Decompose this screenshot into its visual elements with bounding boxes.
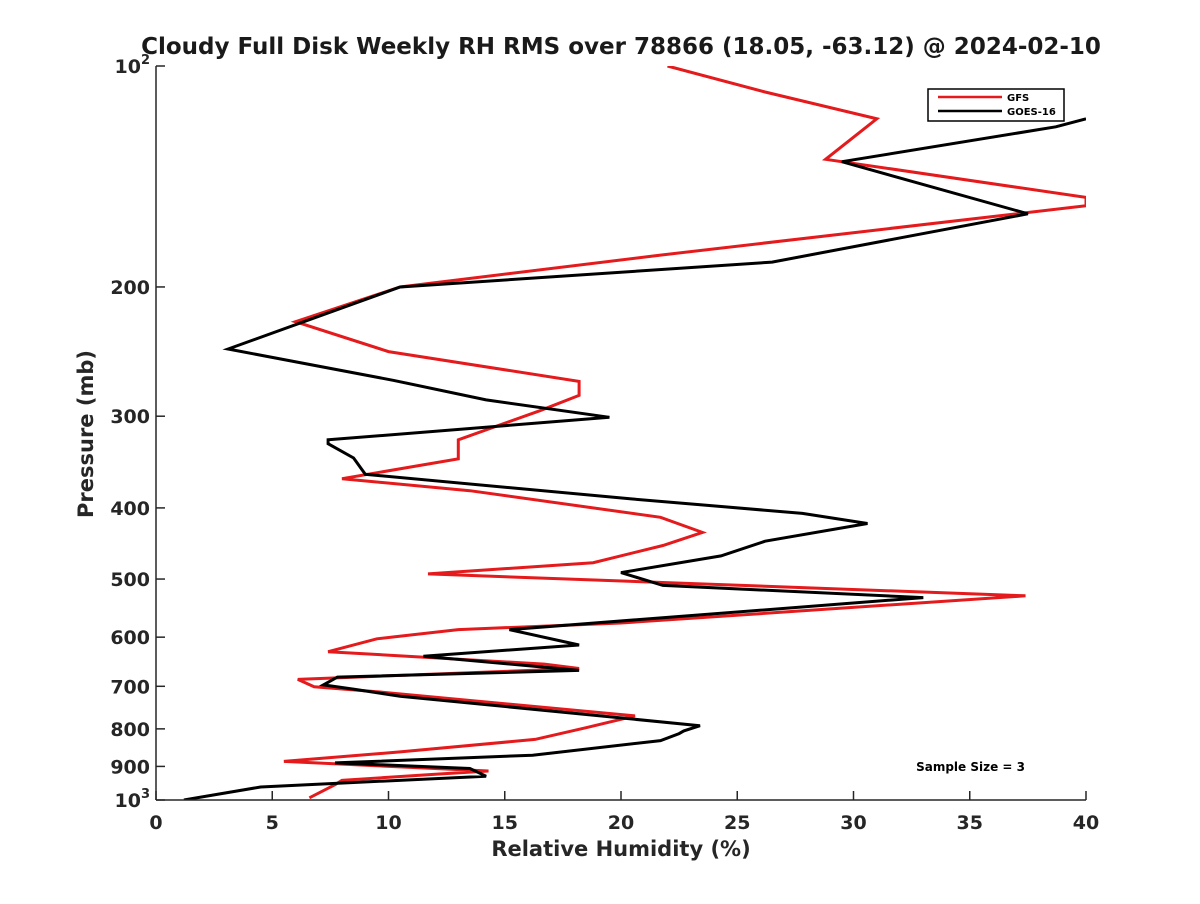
legend-label-gfs: GFS [1007,93,1029,104]
y-tick-label: 500 [110,569,150,591]
y-tick-label: 200 [110,277,150,299]
legend-box [927,88,1065,122]
series-line-goes-16 [183,117,1086,800]
y-tick-label: 600 [110,627,150,649]
y-tick-label: 400 [110,498,150,520]
x-tick-label: 20 [608,812,634,834]
x-tick-label: 15 [492,812,518,834]
chart-title: Cloudy Full Disk Weekly RH RMS over 7886… [141,34,1101,60]
x-axis-label: Relative Humidity (%) [491,837,750,861]
y-tick-label: 102 [115,53,151,78]
y-tick-label: 800 [110,719,150,741]
series-line-gfs [283,66,1086,800]
x-tick-label: 35 [957,812,983,834]
x-tick-label: 5 [266,812,279,834]
x-tick-label: 40 [1073,812,1099,834]
series-layer [183,66,1086,800]
y-tick-label: 103 [115,787,151,812]
legend: GFS GOES-16 [927,88,1065,122]
x-tick-label: 30 [840,812,866,834]
sample-size-annotation: Sample Size = 3 [916,760,1025,774]
y-axis-label: Pressure (mb) [74,350,98,518]
x-tick-label: 25 [724,812,750,834]
axes-layer: 0 5 10 15 20 25 30 35 40 102 200 300 400 500 600 700 800… [110,53,1099,834]
y-tick-label: 300 [110,406,150,428]
y-tick-label: 700 [110,676,150,698]
x-tick-label: 0 [149,812,162,834]
legend-label-goes-16: GOES-16 [1007,107,1056,118]
y-tick-label: 900 [110,756,150,778]
x-tick-label: 10 [375,812,401,834]
